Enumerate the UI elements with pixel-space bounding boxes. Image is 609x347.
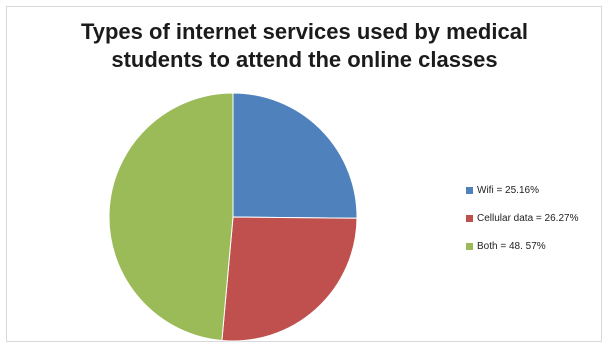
legend-item-wifi: Wifi = 25.16% — [466, 184, 578, 197]
legend-label-cellular-data: Cellular data = 26.27% — [477, 213, 579, 224]
pie-slice-both — [108, 92, 234, 342]
legend-item-both: Both = 48. 57% — [466, 240, 578, 253]
legend-swatch-wifi — [466, 187, 473, 194]
pie-slice-wifi — [232, 92, 358, 219]
chart-title-line-2: students to attend the online classes — [111, 47, 498, 72]
chart-title-line-1: Types of internet services used by medic… — [80, 19, 529, 44]
legend-swatch-cellular-data — [466, 215, 473, 222]
pie-slice-cellular-data — [221, 216, 358, 342]
legend-item-cellular-data: Cellular data = 26.27% — [466, 212, 578, 225]
legend-label-wifi: Wifi = 25.16% — [477, 185, 539, 196]
legend-swatch-both — [466, 243, 473, 250]
chart-legend: Wifi = 25.16% Cellular data = 26.27% Bot… — [466, 184, 578, 268]
pie-slices — [108, 92, 358, 342]
legend-label-both: Both = 48. 57% — [477, 241, 546, 252]
chart-title: Types of internet services used by medic… — [0, 18, 609, 74]
